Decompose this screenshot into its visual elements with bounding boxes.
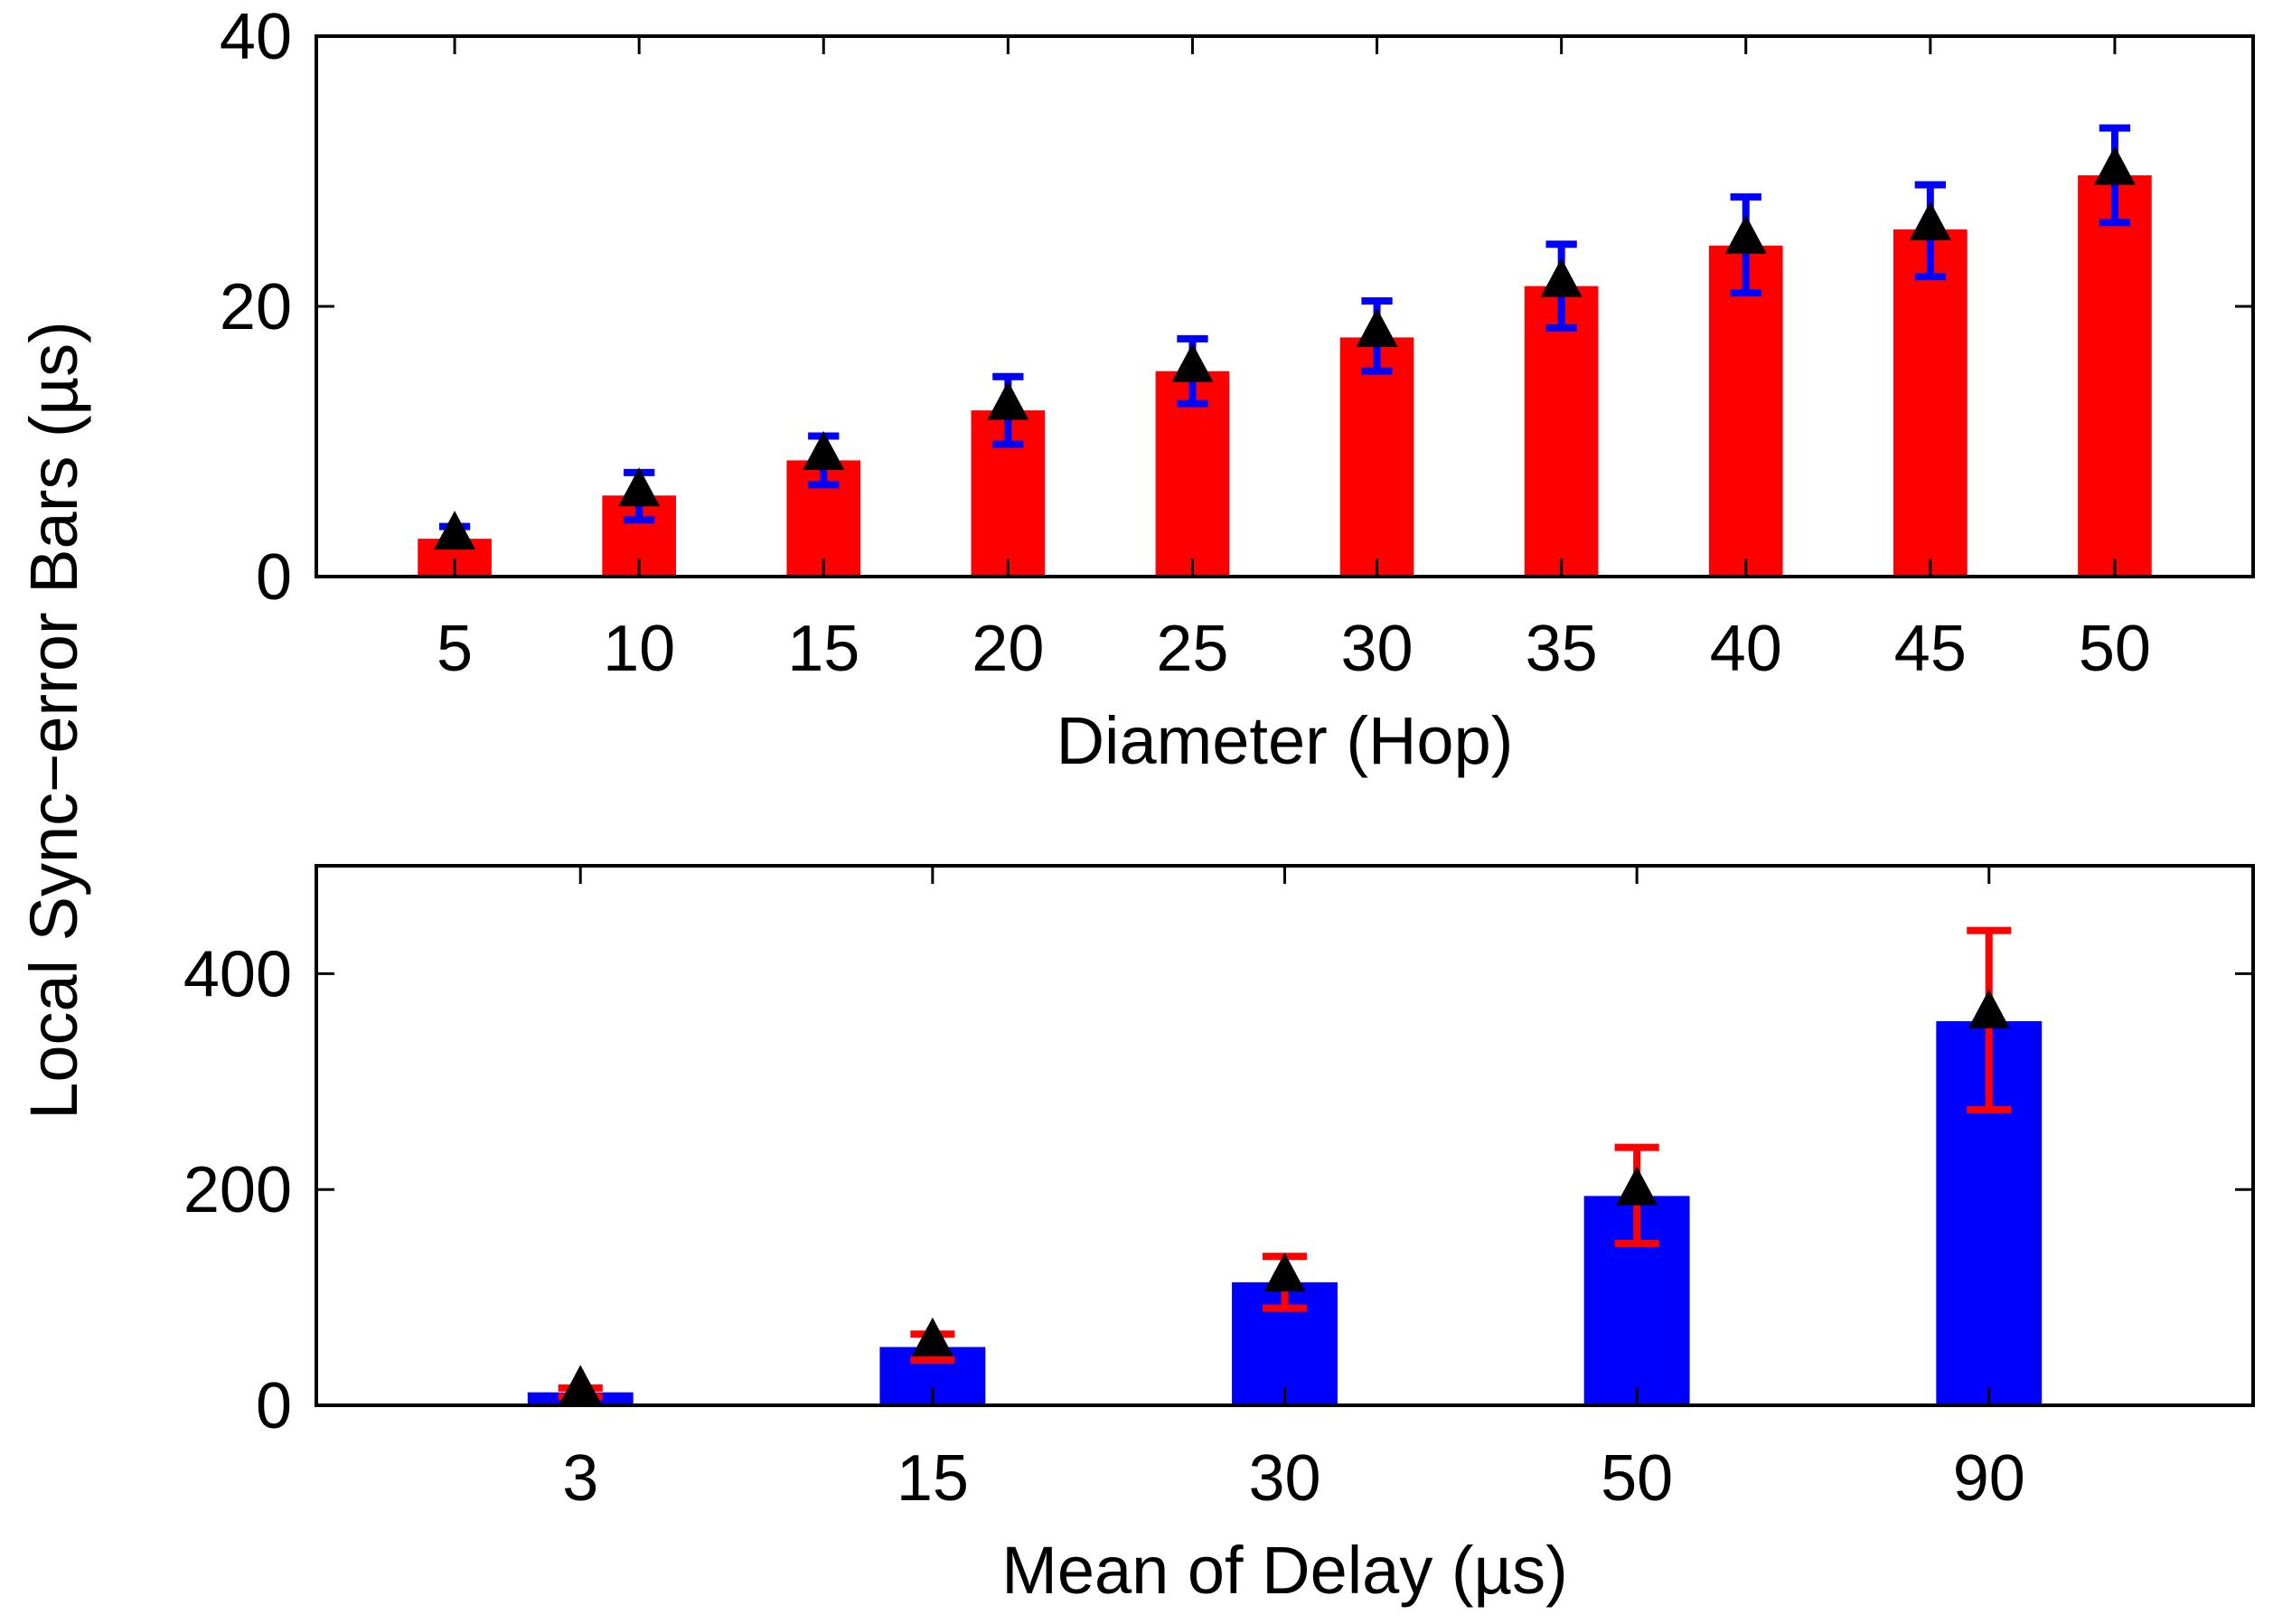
marker-15	[911, 1317, 953, 1356]
bar-40	[1708, 245, 1783, 577]
x-tick-label: 90	[1953, 1442, 2025, 1515]
marker-15	[803, 430, 845, 470]
bar-30	[1339, 337, 1414, 577]
x-tick-label: 25	[1156, 613, 1228, 685]
marker-50	[2093, 146, 2136, 185]
bar-45	[1893, 229, 1968, 577]
marker-20	[987, 380, 1029, 420]
marker-40	[1724, 214, 1767, 254]
x-tick-label: 5	[437, 613, 473, 685]
x-tick-label: 30	[1248, 1442, 1320, 1515]
y-tick-label: 0	[256, 1370, 292, 1442]
x-tick-label: 10	[603, 613, 675, 685]
chart-mean-of-delay: 3 15 30 50 90 0 200 400 Mean of Delay (µs)	[183, 864, 2255, 1608]
x-tick-label: 50	[2079, 613, 2151, 685]
marker-25	[1171, 343, 1214, 382]
x-tick-label: 15	[897, 1442, 969, 1515]
x-tick-label: 45	[1894, 613, 1967, 685]
chart-diameter: 5 10 15 20 25 30 35 40 45 50 0 20 40 Diameter (Hop)	[220, 1, 2255, 778]
x-tick-label: 15	[787, 613, 859, 685]
y-tick-label: 400	[183, 938, 292, 1010]
y-tick-label: 200	[183, 1154, 292, 1226]
y-tick-label: 0	[256, 541, 292, 614]
x-tick-label: 30	[1341, 613, 1414, 685]
x-tick-label: 40	[1710, 613, 1782, 685]
marker-90	[1968, 989, 2010, 1028]
x-tick-label: 50	[1601, 1442, 1673, 1515]
x-tick-label: 3	[562, 1442, 598, 1515]
marker-5	[434, 511, 476, 550]
bar-50	[2078, 174, 2152, 577]
bar-35	[1524, 286, 1599, 577]
marker-35	[1540, 258, 1583, 297]
x-axis-title: Mean of Delay (µs)	[1001, 1533, 1568, 1608]
marker-10	[618, 467, 661, 507]
marker-30	[1263, 1253, 1306, 1292]
y-tick-label: 40	[220, 1, 292, 73]
y-tick-label: 20	[220, 271, 292, 343]
x-tick-label: 20	[972, 613, 1044, 685]
marker-50	[1616, 1166, 1658, 1206]
x-tick-label: 35	[1526, 613, 1598, 685]
x-axis-title: Diameter (Hop)	[1057, 703, 1514, 778]
marker-45	[1909, 201, 1951, 240]
marker-30	[1356, 307, 1398, 347]
marker-3	[559, 1365, 602, 1404]
shared-y-axis-label: Local Sync−error Bars (µs)	[16, 321, 91, 1120]
